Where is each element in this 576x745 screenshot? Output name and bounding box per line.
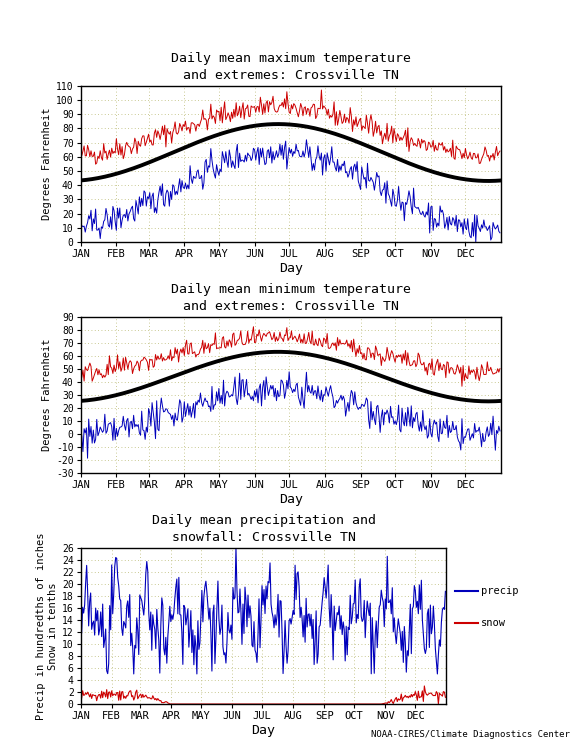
Y-axis label: Degrees Fahrenheit: Degrees Fahrenheit <box>42 107 52 221</box>
Title: Daily mean minimum temperature
and extremes: Crossville TN: Daily mean minimum temperature and extre… <box>171 282 411 313</box>
Title: Daily mean precipitation and
snowfall: Crossville TN: Daily mean precipitation and snowfall: C… <box>151 513 376 544</box>
Text: NOAA-CIRES/Climate Diagnostics Center: NOAA-CIRES/Climate Diagnostics Center <box>372 730 570 739</box>
X-axis label: Day: Day <box>279 261 303 275</box>
Text: precip: precip <box>481 586 518 597</box>
Title: Daily mean maximum temperature
and extremes: Crossville TN: Daily mean maximum temperature and extre… <box>171 51 411 82</box>
X-axis label: Day: Day <box>279 492 303 506</box>
X-axis label: Day: Day <box>252 723 275 737</box>
Y-axis label: Precip in hundredths of inches
Snow in tenths: Precip in hundredths of inches Snow in t… <box>36 532 58 720</box>
Text: snow: snow <box>481 618 506 628</box>
Y-axis label: Degrees Fahrenheit: Degrees Fahrenheit <box>42 338 52 451</box>
